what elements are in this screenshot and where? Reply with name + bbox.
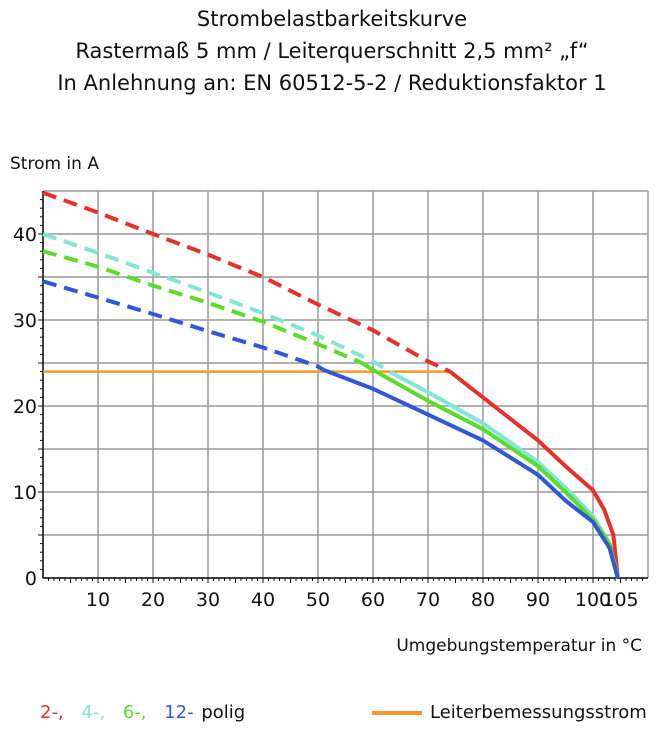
legend-suffix: polig	[201, 702, 246, 723]
legend-reference: Leiterbemessungsstrom	[372, 702, 647, 723]
chart-subtitle-1: Rastermaß 5 mm / Leiterquerschnitt 2,5 m…	[75, 39, 589, 63]
x-tick-label: 80	[471, 589, 495, 611]
x-tick-label: 90	[526, 589, 550, 611]
x-tick-label: 40	[251, 589, 275, 611]
y-tick-label: 0	[25, 568, 37, 590]
x-axis-label: Umgebungstemperatur in °C	[396, 636, 642, 656]
series-6-solid	[360, 361, 620, 579]
legend-series: 2-, 4-, 6-, 12- polig	[40, 702, 257, 723]
x-tick-label: 70	[416, 589, 440, 611]
legend-swatch-orange	[372, 711, 422, 715]
series-4-solid	[388, 369, 620, 579]
series-2-dashed	[42, 190, 451, 374]
y-tick-label: 20	[13, 396, 37, 418]
series-6-dashed	[42, 249, 363, 365]
series-4-dashed	[42, 232, 391, 374]
x-tick-label: 30	[196, 589, 220, 611]
x-tick-label: 105	[602, 589, 638, 611]
series-12-solid	[322, 368, 620, 579]
x-tick-label: 50	[306, 589, 330, 611]
legend-item-12: 12-	[164, 702, 194, 723]
legend-reference-label: Leiterbemessungsstrom	[430, 702, 647, 723]
chart-title: Strombelastbarkeitskurve	[196, 7, 468, 31]
y-tick-label: 10	[13, 482, 37, 504]
y-tick-label: 30	[13, 310, 37, 332]
series-12-dashed	[42, 279, 325, 372]
y-tick-label: 40	[13, 224, 37, 246]
x-tick-label: 10	[86, 589, 110, 611]
x-tick-label: 60	[361, 589, 385, 611]
x-tick-label: 100	[575, 589, 611, 611]
chart-subtitle-2: In Anlehnung an: EN 60512-5-2 / Reduktio…	[57, 71, 607, 95]
legend-item-6: 6-,	[122, 702, 147, 723]
legend-item-4: 4-,	[81, 702, 106, 723]
y-axis-label: Strom in A	[10, 154, 99, 174]
series-2-solid	[448, 370, 620, 579]
legend-item-2: 2-,	[40, 702, 64, 723]
x-tick-label: 20	[141, 589, 165, 611]
